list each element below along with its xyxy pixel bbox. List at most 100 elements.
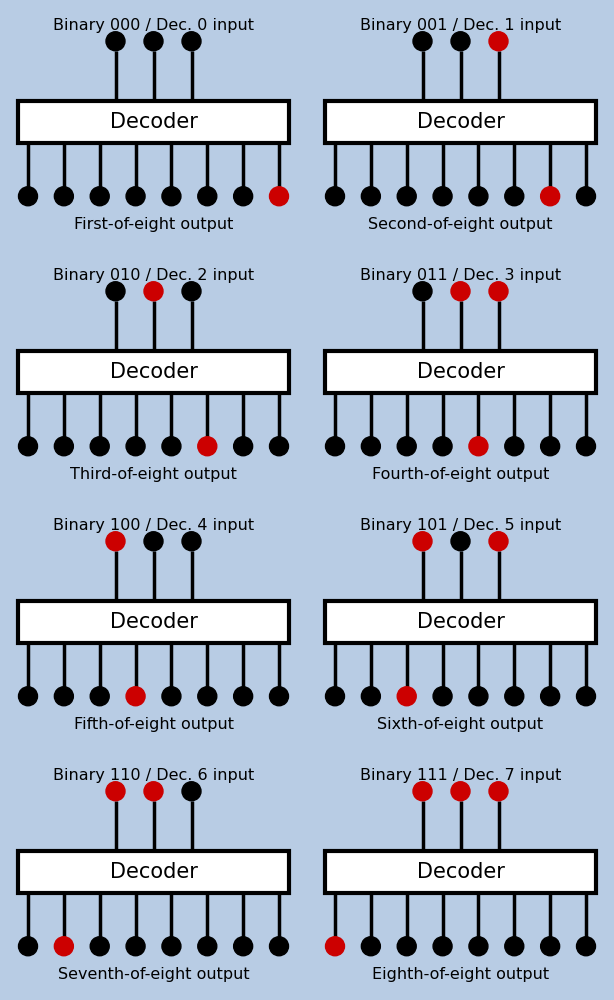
Circle shape (55, 187, 73, 206)
Circle shape (541, 937, 559, 956)
Text: Eighth-of-eight output: Eighth-of-eight output (372, 967, 549, 982)
Text: Binary 100 / Dec. 4 input: Binary 100 / Dec. 4 input (53, 518, 254, 533)
Circle shape (325, 687, 344, 706)
Circle shape (90, 187, 109, 206)
Circle shape (270, 687, 289, 706)
Bar (0, 0, 307, 250)
Circle shape (182, 32, 201, 51)
Text: Third-of-eight output: Third-of-eight output (70, 467, 237, 482)
Circle shape (162, 187, 181, 206)
Circle shape (362, 937, 380, 956)
Circle shape (126, 937, 145, 956)
Circle shape (90, 937, 109, 956)
Circle shape (397, 437, 416, 456)
Circle shape (325, 937, 344, 956)
Circle shape (55, 937, 73, 956)
Circle shape (413, 532, 432, 551)
Circle shape (577, 937, 596, 956)
Circle shape (362, 187, 380, 206)
Circle shape (469, 687, 488, 706)
Circle shape (126, 187, 145, 206)
Bar (325, 351, 596, 393)
Circle shape (162, 937, 181, 956)
Circle shape (198, 187, 217, 206)
Bar (307, 0, 614, 250)
Circle shape (489, 282, 508, 301)
Circle shape (541, 187, 559, 206)
Circle shape (162, 687, 181, 706)
Text: Sixth-of-eight output: Sixth-of-eight output (378, 717, 543, 732)
Circle shape (18, 687, 37, 706)
Bar (307, 500, 614, 750)
Circle shape (469, 437, 488, 456)
Bar (307, 250, 614, 500)
Circle shape (144, 782, 163, 801)
Circle shape (413, 282, 432, 301)
Circle shape (182, 532, 201, 551)
Bar (18, 101, 289, 143)
Text: Decoder: Decoder (109, 612, 198, 632)
Circle shape (182, 782, 201, 801)
Circle shape (144, 532, 163, 551)
Text: Decoder: Decoder (109, 112, 198, 132)
Circle shape (18, 187, 37, 206)
Circle shape (433, 187, 452, 206)
Circle shape (451, 532, 470, 551)
Circle shape (469, 187, 488, 206)
Text: Binary 010 / Dec. 2 input: Binary 010 / Dec. 2 input (53, 268, 254, 283)
Circle shape (106, 532, 125, 551)
Circle shape (413, 32, 432, 51)
Circle shape (505, 187, 524, 206)
Circle shape (489, 782, 508, 801)
Bar (18, 351, 289, 393)
Circle shape (198, 437, 217, 456)
Circle shape (469, 937, 488, 956)
Circle shape (362, 437, 380, 456)
Circle shape (234, 687, 252, 706)
Circle shape (90, 437, 109, 456)
Circle shape (18, 937, 37, 956)
Bar (325, 101, 596, 143)
Circle shape (505, 437, 524, 456)
Circle shape (90, 687, 109, 706)
Circle shape (234, 437, 252, 456)
Circle shape (541, 687, 559, 706)
Circle shape (397, 187, 416, 206)
Circle shape (433, 687, 452, 706)
Text: Binary 110 / Dec. 6 input: Binary 110 / Dec. 6 input (53, 768, 254, 783)
Text: Binary 111 / Dec. 7 input: Binary 111 / Dec. 7 input (360, 768, 561, 783)
Circle shape (505, 937, 524, 956)
Bar (0, 750, 307, 1000)
Bar (307, 750, 614, 1000)
Circle shape (362, 687, 380, 706)
Circle shape (126, 437, 145, 456)
Circle shape (577, 687, 596, 706)
Bar (0, 250, 307, 500)
Circle shape (106, 282, 125, 301)
Circle shape (126, 687, 145, 706)
Circle shape (106, 782, 125, 801)
Bar (325, 601, 596, 643)
Circle shape (144, 282, 163, 301)
Text: Decoder: Decoder (416, 862, 505, 882)
Text: Decoder: Decoder (109, 862, 198, 882)
Circle shape (577, 187, 596, 206)
Text: First-of-eight output: First-of-eight output (74, 217, 233, 232)
Circle shape (505, 687, 524, 706)
Circle shape (198, 937, 217, 956)
Text: Second-of-eight output: Second-of-eight output (368, 217, 553, 232)
Circle shape (397, 687, 416, 706)
Circle shape (55, 687, 73, 706)
Text: Decoder: Decoder (416, 362, 505, 382)
Circle shape (325, 187, 344, 206)
Bar (0, 500, 307, 750)
Circle shape (433, 937, 452, 956)
Bar (18, 601, 289, 643)
Circle shape (577, 437, 596, 456)
Circle shape (162, 437, 181, 456)
Bar (18, 851, 289, 893)
Text: Decoder: Decoder (416, 112, 505, 132)
Bar (325, 851, 596, 893)
Circle shape (182, 282, 201, 301)
Circle shape (198, 687, 217, 706)
